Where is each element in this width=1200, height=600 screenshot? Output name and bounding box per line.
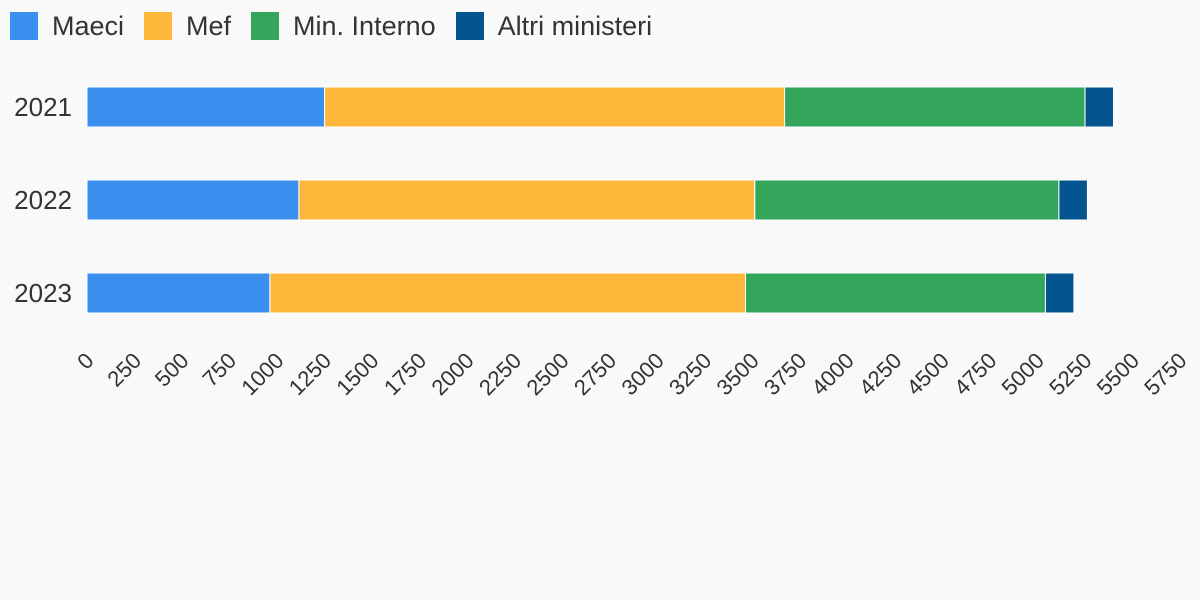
x-tick-label: 1500: [331, 348, 383, 400]
x-tick-label: 2500: [521, 348, 573, 400]
legend-swatch: [10, 12, 38, 40]
legend-swatch: [144, 12, 173, 40]
x-tick-label: 500: [150, 348, 194, 392]
category-label: 2022: [14, 185, 72, 215]
x-tick-label: 0: [72, 348, 98, 374]
x-tick-label: 3500: [712, 348, 764, 400]
legend-label: Min. Interno: [293, 11, 436, 41]
x-tick-label: 5250: [1044, 348, 1096, 400]
legend-item[interactable]: Maeci: [10, 8, 124, 44]
x-tick-label: 1000: [236, 348, 288, 400]
category-label: 2021: [14, 92, 72, 122]
bar-segment[interactable]: [784, 86, 1086, 128]
bar-segment[interactable]: [86, 272, 271, 314]
x-tick-label: 2250: [474, 348, 526, 400]
bar-segment[interactable]: [86, 86, 326, 128]
legend-label: Mef: [186, 11, 232, 41]
x-tick-label: 3750: [759, 348, 811, 400]
x-tick-label: 1750: [379, 348, 431, 400]
x-tick-label: 5500: [1092, 348, 1144, 400]
bar-segment[interactable]: [1044, 272, 1075, 314]
legend-item[interactable]: Mef: [144, 8, 231, 44]
x-tick-label: 2750: [569, 348, 621, 400]
bar-segment[interactable]: [86, 179, 300, 221]
bar-segment[interactable]: [269, 272, 746, 314]
x-tick-label: 4750: [949, 348, 1001, 400]
x-tick-label: 4000: [807, 348, 859, 400]
legend-label: Altri ministeri: [497, 11, 653, 41]
x-tick-label: 4500: [902, 348, 954, 400]
bar-segment[interactable]: [1084, 86, 1114, 128]
x-tick-label: 5750: [1139, 348, 1191, 400]
x-tick-label: 750: [197, 348, 241, 392]
bar-segment[interactable]: [754, 179, 1060, 221]
x-tick-label: 5000: [997, 348, 1049, 400]
legend-item[interactable]: Altri ministeri: [455, 8, 653, 44]
x-tick-label: 1250: [284, 348, 336, 400]
x-tick-label: 3000: [617, 348, 669, 400]
bar-segment[interactable]: [745, 272, 1046, 314]
x-tick-label: 2000: [426, 348, 478, 400]
category-label: 2023: [14, 278, 72, 308]
bar-segment[interactable]: [324, 86, 786, 128]
x-tick-label: 4250: [854, 348, 906, 400]
x-tick-label: 3250: [664, 348, 716, 400]
legend-swatch: [455, 12, 484, 40]
bar-segment[interactable]: [298, 179, 756, 221]
bar-group-2022: [86, 179, 1088, 221]
bar-group-2021: [86, 86, 1114, 128]
legend-label: Maeci: [52, 11, 125, 41]
legend-item[interactable]: Min. Interno: [251, 8, 436, 44]
x-tick-label: 250: [102, 348, 146, 392]
legend-swatch: [251, 12, 280, 40]
bar-segment[interactable]: [1058, 179, 1088, 221]
bar-group-2023: [86, 272, 1075, 314]
chart-legend: Maeci Mef Min. Interno Altri ministeri: [10, 8, 672, 44]
